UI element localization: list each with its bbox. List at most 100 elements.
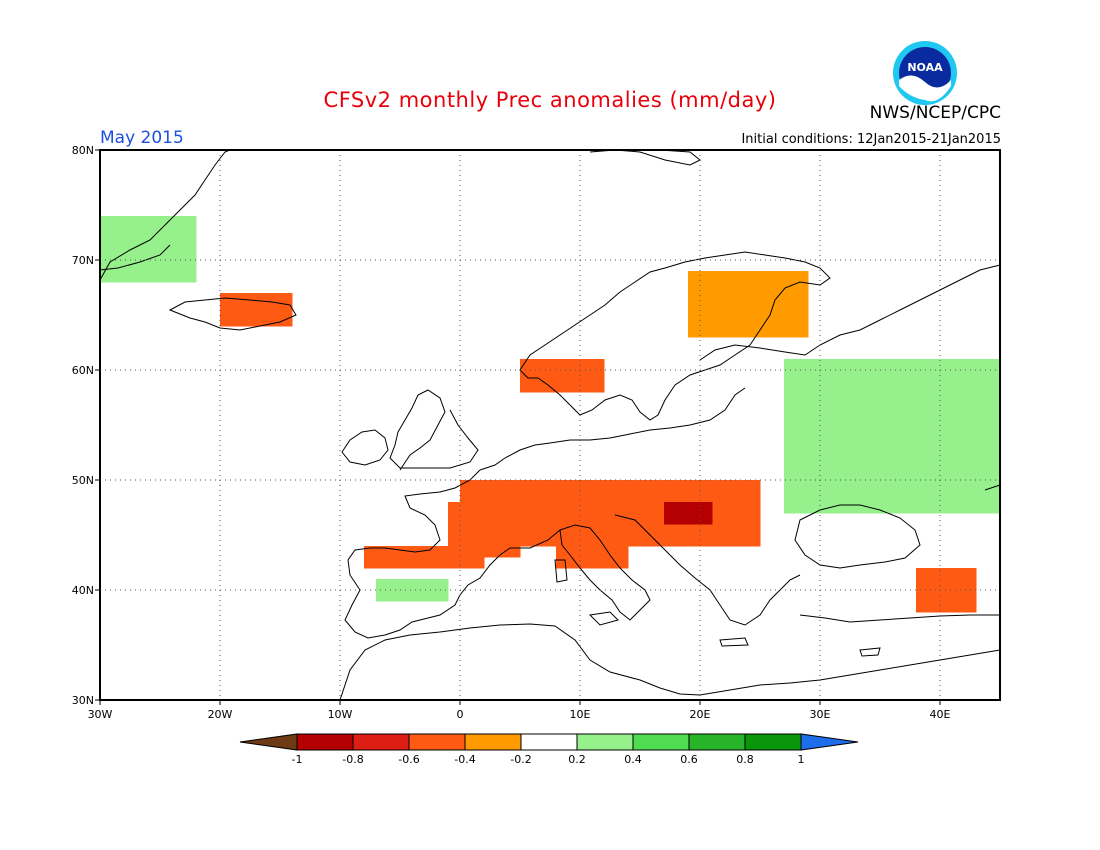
anomaly-cell xyxy=(952,480,965,492)
anomaly-cell xyxy=(760,326,773,338)
anomaly-cell xyxy=(988,392,1001,404)
anomaly-cell xyxy=(940,403,953,415)
colorbar-label: -0.4 xyxy=(454,753,475,766)
anomaly-cell xyxy=(772,315,785,327)
anomaly-cell xyxy=(448,524,461,536)
anomaly-cell xyxy=(928,381,941,393)
anomaly-cell xyxy=(124,238,137,250)
anomaly-cell xyxy=(724,282,737,294)
anomaly-cell xyxy=(496,546,509,558)
anomaly-cell xyxy=(100,271,113,283)
colorbar-segment xyxy=(688,733,746,751)
anomaly-cell xyxy=(436,546,449,558)
anomaly-cell xyxy=(868,392,881,404)
anomaly-cell xyxy=(760,293,773,305)
anomaly-cell xyxy=(520,524,533,536)
anomaly-cell xyxy=(868,403,881,415)
anomaly-cell xyxy=(904,392,917,404)
anomaly-cell xyxy=(616,491,629,503)
anomaly-cell xyxy=(520,513,533,525)
anomaly-cell xyxy=(940,601,953,613)
anomaly-cell xyxy=(736,271,749,283)
anomaly-cell xyxy=(472,480,485,492)
anomaly-cell xyxy=(604,524,617,536)
anomaly-cell xyxy=(700,502,713,514)
anomaly-cell xyxy=(712,535,725,547)
anomaly-cell xyxy=(184,238,197,250)
anomaly-cell xyxy=(748,502,761,514)
anomaly-cell xyxy=(844,392,857,404)
anomaly-cell xyxy=(748,326,761,338)
anomaly-cell xyxy=(808,469,821,481)
anomaly-cell xyxy=(544,524,557,536)
colorbar-max-arrow xyxy=(800,733,859,751)
anomaly-cell xyxy=(988,414,1001,426)
colorbar-label: 1 xyxy=(798,753,805,766)
colorbar-label: -0.6 xyxy=(398,753,419,766)
anomaly-cell xyxy=(904,370,917,382)
x-tick-label: 20W xyxy=(208,708,233,721)
anomaly-cell xyxy=(748,524,761,536)
anomaly-cell xyxy=(448,546,461,558)
anomaly-cell xyxy=(820,425,833,437)
anomaly-cell xyxy=(700,271,713,283)
anomaly-cell xyxy=(112,260,125,272)
anomaly-cell xyxy=(160,238,173,250)
anomaly-cell xyxy=(580,546,593,558)
anomaly-cell xyxy=(868,469,881,481)
anomaly-cell xyxy=(568,546,581,558)
anomaly-cell xyxy=(100,249,113,261)
anomaly-cell xyxy=(244,293,257,305)
anomaly-cell xyxy=(496,491,509,503)
anomaly-cell xyxy=(724,502,737,514)
anomaly-cell xyxy=(592,381,605,393)
anomaly-cell xyxy=(100,216,113,228)
anomaly-cell xyxy=(820,502,833,514)
anomaly-cell xyxy=(712,293,725,305)
colorbar-segment xyxy=(632,733,690,751)
anomaly-cell xyxy=(724,326,737,338)
anomaly-cell xyxy=(976,414,989,426)
anomaly-cell xyxy=(868,414,881,426)
anomaly-cell xyxy=(532,502,545,514)
anomaly-cell xyxy=(556,546,569,558)
anomaly-cell xyxy=(628,480,641,492)
anomaly-cell xyxy=(928,480,941,492)
anomaly-cell xyxy=(508,524,521,536)
anomaly-cell xyxy=(832,359,845,371)
anomaly-cell xyxy=(592,491,605,503)
colorbar-min-arrow xyxy=(239,733,298,751)
anomaly-cell xyxy=(892,381,905,393)
anomaly-cell xyxy=(880,491,893,503)
anomaly-cell xyxy=(676,491,689,503)
anomaly-cell xyxy=(688,271,701,283)
anomaly-cell xyxy=(940,381,953,393)
colorbar-label: 0.2 xyxy=(568,753,586,766)
anomaly-cell xyxy=(988,447,1001,459)
anomaly-cell xyxy=(724,491,737,503)
anomaly-cell xyxy=(580,535,593,547)
anomaly-cell xyxy=(976,403,989,415)
anomaly-cell xyxy=(688,524,701,536)
anomaly-cell xyxy=(580,502,593,514)
anomaly-cell xyxy=(448,502,461,514)
anomaly-cell xyxy=(784,480,797,492)
anomaly-cell xyxy=(928,469,941,481)
anomaly-cell xyxy=(592,535,605,547)
anomaly-cell xyxy=(880,359,893,371)
anomaly-cell xyxy=(952,458,965,470)
x-tick-label: 30E xyxy=(810,708,831,721)
anomaly-cell xyxy=(280,304,293,316)
anomaly-cell xyxy=(676,513,689,525)
anomaly-cell xyxy=(652,535,665,547)
anomaly-cell xyxy=(964,601,977,613)
anomaly-cell xyxy=(736,293,749,305)
anomaly-cell xyxy=(712,524,725,536)
anomaly-cell xyxy=(844,491,857,503)
anomaly-cell xyxy=(856,370,869,382)
anomaly-cell xyxy=(988,370,1001,382)
axis-ticks: 30W 20W 10W 0 10E 20E 30E 40E 30N 40N 50N 60N 70N 80N xyxy=(72,144,951,721)
colorbar-segment xyxy=(352,733,410,751)
anomaly-cell xyxy=(952,392,965,404)
anomaly-cell xyxy=(940,414,953,426)
